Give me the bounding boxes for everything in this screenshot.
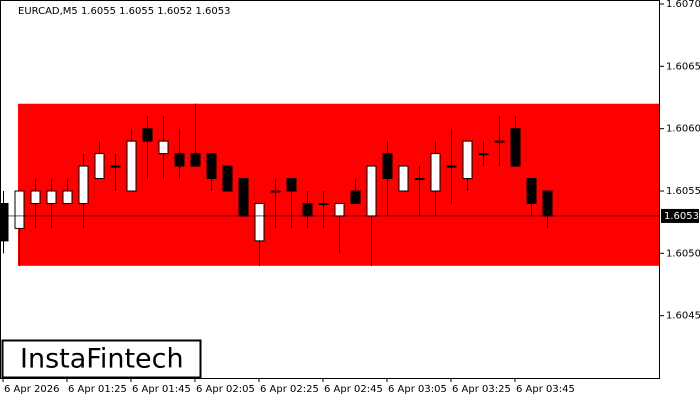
candle-body [302,202,313,217]
candle-body [414,178,425,181]
candle-body [430,153,441,192]
candle-body [30,190,41,204]
candle-body [14,190,25,229]
candle-body [510,128,521,167]
x-tick-label: 6 Apr 02:05 [196,384,255,395]
candle-body [318,202,329,205]
x-tick-label: 6 Apr 01:25 [68,384,127,395]
logo-box [1,339,202,379]
candle-body [174,153,185,167]
candle-body [238,178,249,217]
x-tick-label: 6 Apr 02:25 [260,384,319,395]
candle-body [366,165,377,217]
candle-body [142,128,153,142]
plot-frame [0,0,660,379]
candle-body [94,153,105,180]
candle-body [78,165,89,204]
candle-body [126,140,137,192]
candle-body [334,202,345,217]
candle-body [462,140,473,180]
x-tick-label: 6 Apr 01:45 [132,384,191,395]
y-tick-label: 1.6045 [666,311,700,322]
x-tick-label: 6 Apr 03:05 [388,384,447,395]
last-price-label: 1.6053 [664,211,699,222]
candle-body [382,153,393,180]
x-tick-label: 6 Apr 02:45 [324,384,383,395]
y-tick-label: 1.6055 [666,186,700,197]
candle-body [158,140,169,155]
candle-body [46,190,57,204]
candle-body [62,190,73,204]
candle-body [286,178,297,192]
chart-title: EURCAD,M5 1.6055 1.6055 1.6052 1.6053 [18,6,230,17]
logo: InstaFintech [20,344,184,375]
candle-body [254,202,265,242]
y-tick-label: 1.6070 [666,0,700,10]
y-tick-label: 1.6065 [666,61,700,72]
plot-area [0,103,660,266]
last-price-box [661,208,699,223]
candle-body [478,153,489,156]
x-tick-label: 6 Apr 03:25 [452,384,511,395]
candle-body [398,165,409,192]
candle-body [190,153,201,167]
candle-body [526,178,537,204]
x-tick-label: 6 Apr 2026 [4,384,59,395]
candle-body [270,190,281,193]
candle-body [222,165,233,192]
candle-body [110,165,121,168]
x-tick-label: 6 Apr 03:45 [516,384,575,395]
candle-body [206,153,217,180]
candle-body [0,202,9,242]
y-tick-label: 1.6050 [666,248,700,259]
y-tick-label: 1.6060 [666,124,700,135]
candle-body [446,165,457,168]
candle-body [494,140,505,143]
candle-body [350,190,361,204]
candle-body [542,190,553,217]
